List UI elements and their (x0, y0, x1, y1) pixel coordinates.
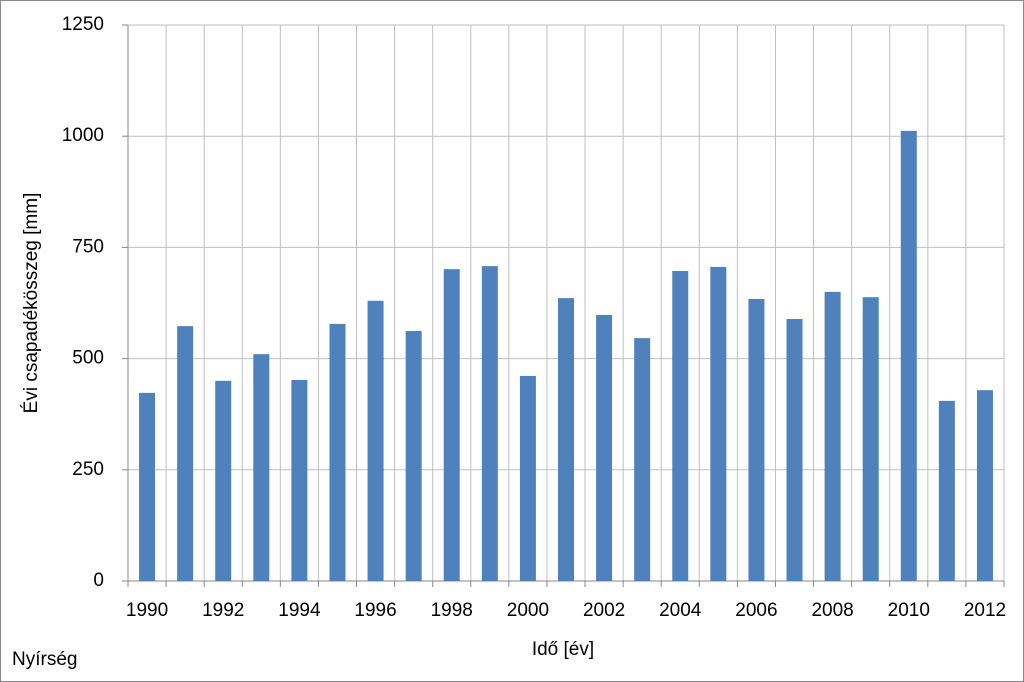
bar (938, 400, 955, 581)
x-tick-label: 2008 (811, 600, 853, 621)
bar (596, 315, 613, 581)
bar (976, 390, 993, 581)
bar (405, 331, 422, 581)
bar (367, 300, 384, 581)
x-tick-label: 1990 (126, 600, 168, 621)
bar (824, 291, 841, 581)
annotation: Nyírség (12, 649, 77, 670)
y-tick-label: 1250 (62, 14, 104, 35)
bar (519, 375, 536, 581)
x-tick-label: 2012 (964, 600, 1006, 621)
bar (253, 354, 270, 581)
bar (481, 266, 498, 581)
bar (672, 270, 689, 581)
y-tick-label: 250 (72, 459, 104, 480)
y-tick-label: 0 (93, 570, 104, 591)
x-tick-label: 2000 (507, 600, 549, 621)
y-tick-label: 500 (72, 348, 104, 369)
bar (900, 130, 917, 581)
bar (748, 298, 765, 581)
x-tick-label: 2004 (659, 600, 702, 621)
bar (177, 326, 194, 581)
bar (443, 269, 460, 581)
bar (786, 319, 803, 581)
y-tick-label: 750 (72, 236, 104, 257)
bar (558, 298, 574, 581)
bar (291, 379, 308, 581)
y-axis-label: Évi csapadékösszeg [mm] (21, 193, 42, 414)
x-tick-label: 1998 (431, 600, 473, 621)
bar (139, 392, 156, 581)
bar (329, 323, 346, 581)
x-tick-label: 2002 (583, 600, 625, 621)
bar (862, 297, 879, 581)
bar (634, 338, 651, 581)
bar (215, 380, 232, 581)
x-tick-label: 1994 (278, 600, 321, 621)
x-tick-label: 2010 (888, 600, 930, 621)
x-tick-label: 1996 (354, 600, 396, 621)
x-tick-label: 2006 (735, 600, 777, 621)
y-tick-label: 1000 (62, 125, 104, 146)
x-axis-label: Idő [év] (532, 639, 594, 660)
x-tick-label: 1992 (202, 600, 244, 621)
bar (710, 266, 727, 581)
